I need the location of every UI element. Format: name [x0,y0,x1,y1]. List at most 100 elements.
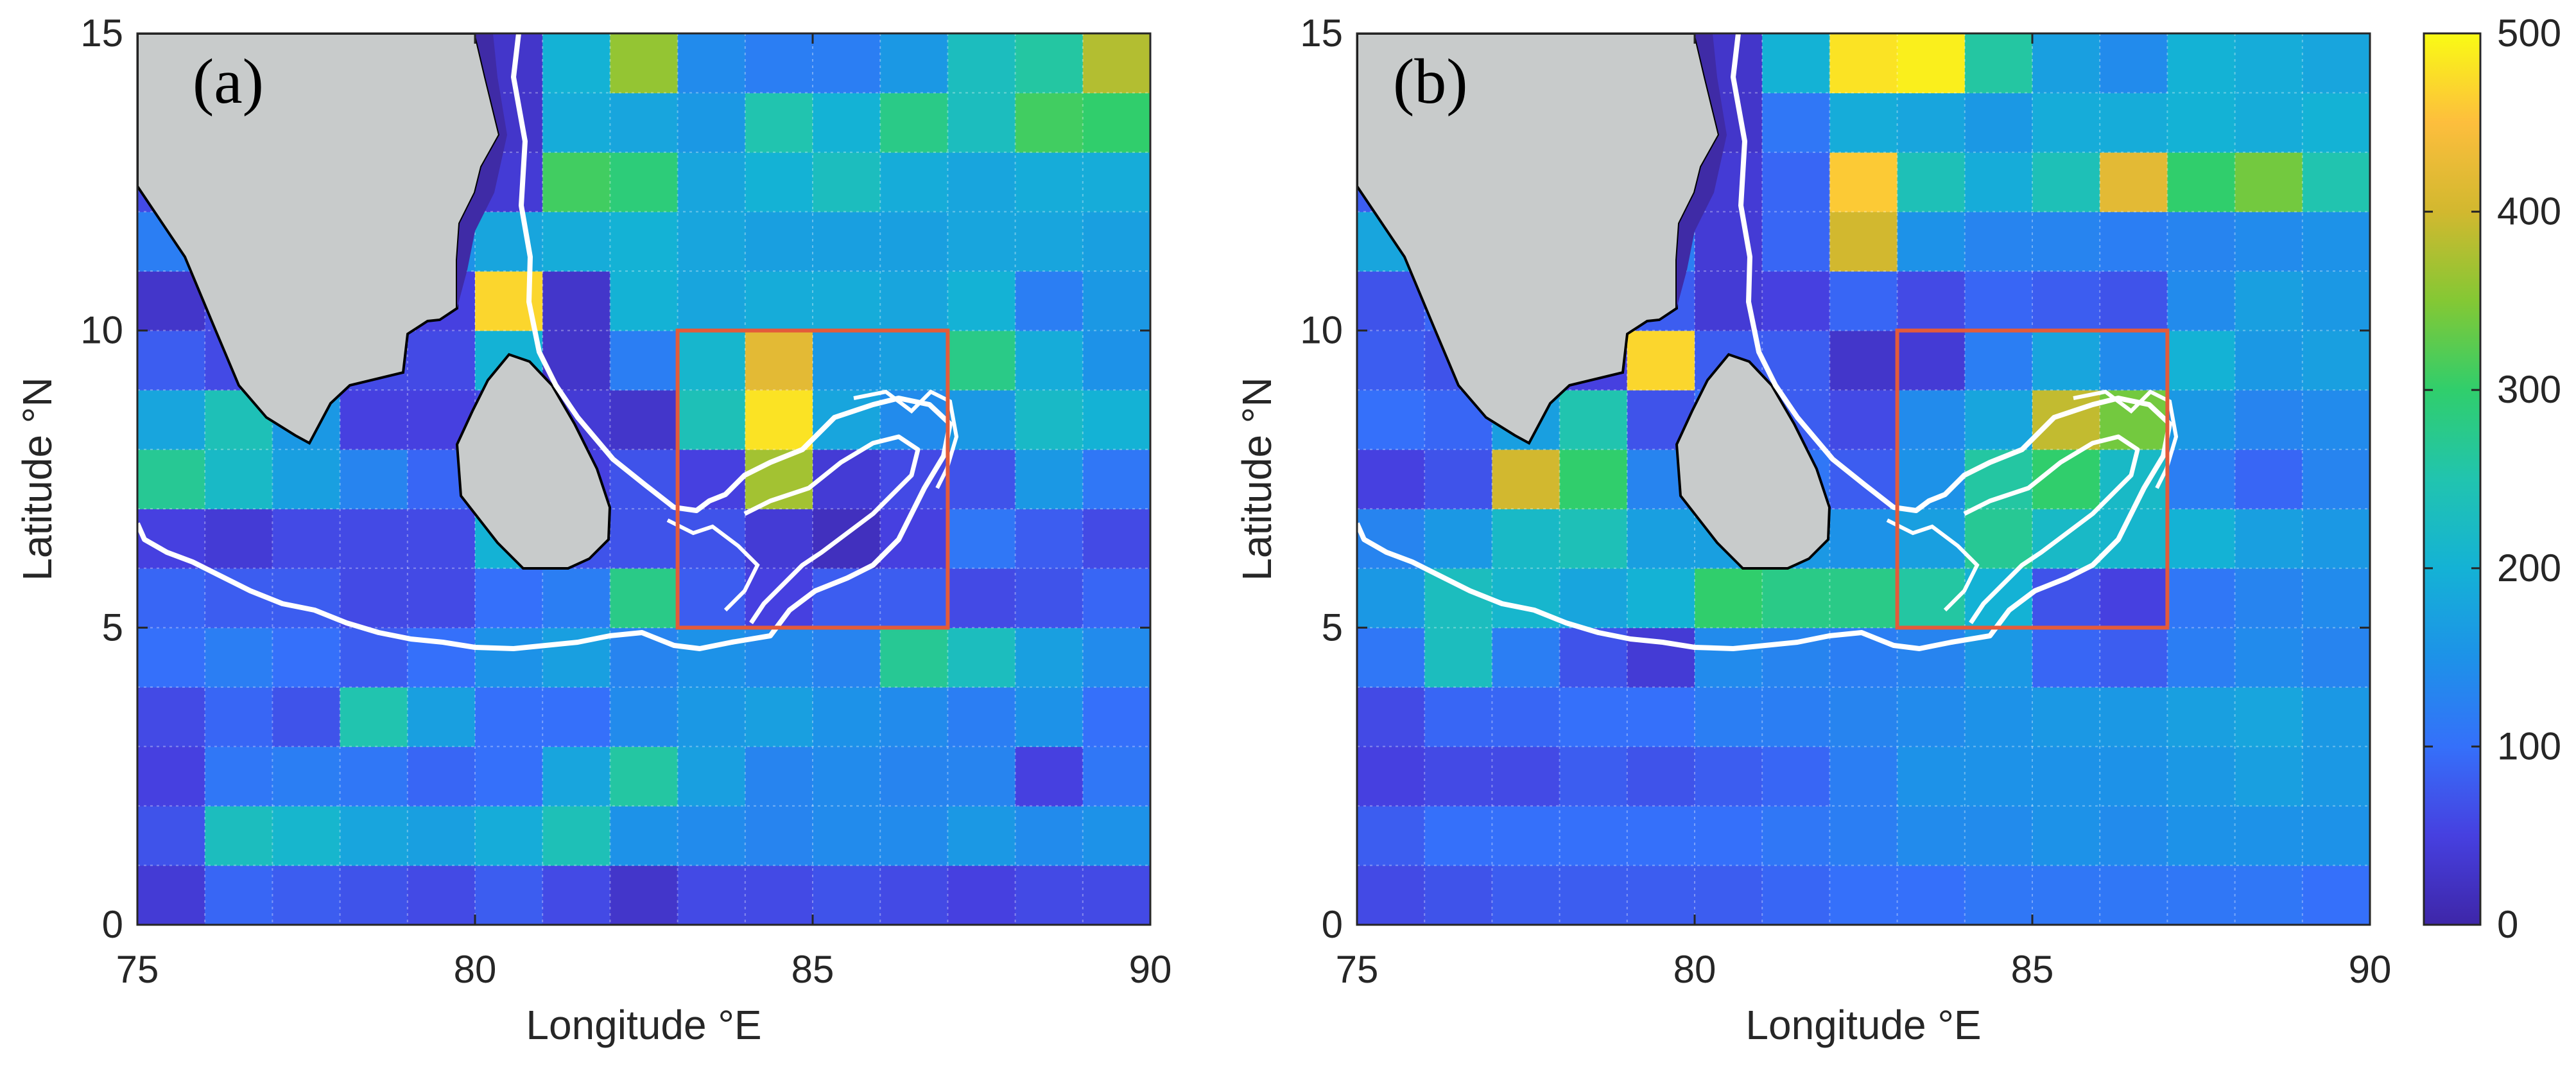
heatmap-cell [2167,330,2236,390]
heatmap-cell [2302,211,2371,272]
heatmap-cell [677,271,746,331]
panel-label-a: (a) [193,46,264,117]
x-tick-label: 90 [1129,948,1172,991]
heatmap-cell [407,805,476,866]
heatmap-cell [1695,865,1763,925]
heatmap-cell [1424,746,1492,807]
heatmap-cell [2235,330,2303,390]
india-landmass [137,33,501,445]
heatmap-cell [1015,449,1084,509]
heatmap-cell [1964,211,2033,272]
heatmap-cell [1695,627,1763,688]
heatmap-cell [2235,211,2303,272]
colorbar-gradient [2423,32,2482,926]
heatmap-cell [745,92,813,153]
heatmap-cell [1015,865,1084,925]
heatmap-cell [813,211,881,272]
heatmap-cell [205,865,273,925]
heatmap-cell [1082,211,1151,272]
heatmap-cell [2100,687,2168,747]
heatmap-cell [947,390,1016,450]
heatmap-cell [1897,390,1966,450]
heatmap-cell [2032,271,2100,331]
heatmap-cell [1964,865,2033,925]
heatmap-cell [1424,449,1492,509]
heatmap-cell [542,687,610,747]
heatmap-cell [1897,271,1966,331]
heatmap-cell [2032,152,2100,213]
heatmap-cell [1015,33,1084,94]
heatmap-cell [1897,33,1966,94]
heatmap-cell [2235,271,2303,331]
x-axis-label-b: Longitude °E [1745,1002,1981,1048]
heatmap-cell [2167,865,2236,925]
heatmap-cell [1695,746,1763,807]
heatmap-cell [745,805,813,866]
heatmap-cell [1357,805,1425,866]
heatmap-cell [2100,271,2168,331]
heatmap-cell [137,568,205,628]
heatmap-cell [1559,568,1628,628]
heatmap-cell [677,865,746,925]
heatmap-cell [1897,330,1966,390]
heatmap-cell [1492,509,1560,569]
heatmap-cell [1559,390,1628,450]
heatmap-cell [947,449,1016,509]
ticks-a: 75 80 85 90 0 5 10 15 [80,12,1171,991]
heatmap-cell [1627,509,1695,569]
heatmap-cell [2302,271,2371,331]
heatmap-cell [2302,865,2371,925]
heatmap-cell [2302,687,2371,747]
y-tick-label: 15 [80,12,123,55]
heatmap-cell [2302,568,2371,628]
heatmap-cell [2167,92,2236,153]
heatmap-cell [1762,746,1830,807]
heatmap-cell [1762,687,1830,747]
y-tick-label: 10 [80,309,123,352]
heatmap-cell [1627,687,1695,747]
heatmap-cell [407,330,476,390]
axes-frame-a [136,32,1152,926]
heatmap-cell [542,33,610,94]
heatmap-cell [407,865,476,925]
heatmap-cell [2032,211,2100,272]
heatmap-cell [2167,211,2236,272]
heatmap-cell [542,805,610,866]
heatmap-cell [1829,152,1898,213]
land-a [137,33,612,570]
heatmap-cell [1627,865,1695,925]
heatmap-cell [1357,746,1425,807]
heatmap-cell [947,211,1016,272]
heatmap-cell [2100,805,2168,866]
heatmap-cell [1424,627,1492,688]
heatmap-cell [2235,805,2303,866]
heatmap-cell [1357,390,1425,450]
heatmap-cell [340,390,408,450]
heatmap-cell [1964,271,2033,331]
heatmap-cell [1897,152,1966,213]
sri-lanka [1675,353,1831,570]
heatmap-cell [272,746,341,807]
heatmap-cell [947,746,1016,807]
heatmap-cell [137,509,205,569]
colorbar-tick-label: 100 [2497,724,2561,767]
x-tick-label: 80 [1673,948,1716,991]
heatmap-cell [745,152,813,213]
heatmap-cell [340,805,408,866]
heatmap-cell [813,33,881,94]
heatmap-cell [2032,746,2100,807]
heatmap-cell [1627,568,1695,628]
heatmap-cell [407,687,476,747]
heatmap-cell [610,271,679,331]
heatmap-cell [1897,509,1966,569]
y-tick-label: 15 [1300,12,1343,55]
heatmap-cell [677,330,746,390]
heatmap-cell [340,449,408,509]
heatmap-cell [1015,805,1084,866]
heatmap-cell [2100,627,2168,688]
heatmap-cell [2167,509,2236,569]
india-shelf-east [1677,33,1727,308]
heatmap-cell [745,509,813,569]
heatmap-cell [2235,865,2303,925]
